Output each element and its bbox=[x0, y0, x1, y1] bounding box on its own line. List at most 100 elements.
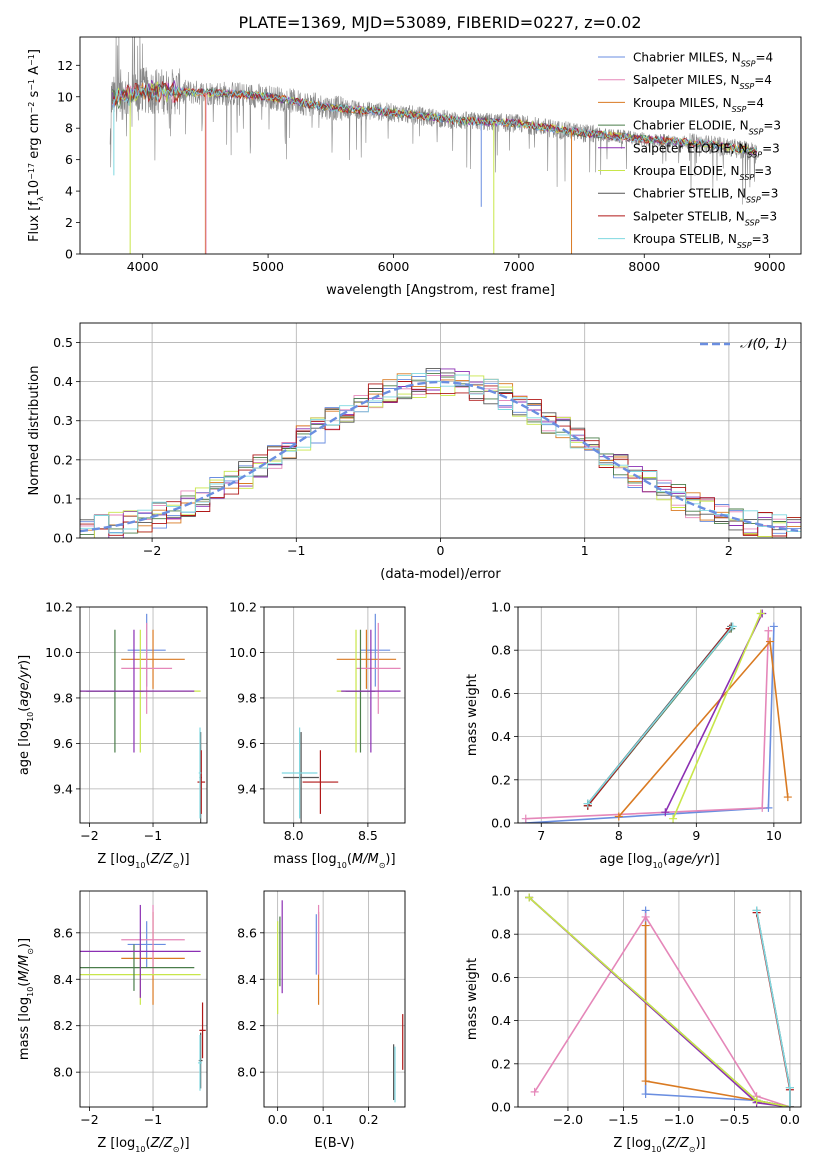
y-tick-label: 0.8 bbox=[491, 927, 511, 942]
x-tick-label: 9 bbox=[692, 828, 700, 843]
x-axis-label: E(B-V) bbox=[314, 1136, 354, 1151]
x-tick-label: 8 bbox=[615, 828, 623, 843]
weight-marker bbox=[785, 1103, 794, 1107]
y-tick-label: 8.2 bbox=[53, 1018, 73, 1033]
y-tick-label: 8.2 bbox=[237, 1018, 257, 1033]
x-tick-label: −0.5 bbox=[719, 1112, 749, 1127]
mass-weight-vs-metallicity-panel: −2.0 −1.5 −1.0 −0.5 0.0 0.0 0.2 0.4 0.6 0.8 1.0 Z [… bbox=[465, 884, 802, 1154]
weight-marker bbox=[752, 1096, 761, 1105]
weight-marker bbox=[641, 1077, 650, 1086]
y-tick-label: 9.6 bbox=[237, 736, 257, 751]
weight-marker bbox=[521, 814, 530, 823]
x-tick-label: 0.1 bbox=[313, 1112, 333, 1127]
axes-frame bbox=[79, 606, 208, 824]
y-axis-label: mass weight bbox=[465, 958, 480, 1040]
legend-label: Kroupa ELODIE, NSSP=3 bbox=[633, 164, 772, 182]
y-tick-label: 8.0 bbox=[53, 1065, 73, 1080]
legend-label: Chabrier MILES, NSSP=4 bbox=[633, 51, 773, 69]
x-tick-label: 9000 bbox=[754, 259, 786, 274]
weight-line-salpeter-miles bbox=[525, 630, 770, 820]
x-tick-label: 7 bbox=[537, 828, 545, 843]
weight-line-salpeter-stelib bbox=[755, 912, 791, 1107]
x-tick-label: −2 bbox=[80, 828, 98, 843]
y-tick-label: 0 bbox=[65, 247, 73, 262]
x-tick-label: 0 bbox=[437, 543, 445, 558]
weight-marker bbox=[758, 803, 767, 812]
weight-line-kroupa-stelib bbox=[587, 625, 734, 805]
y-tick-label: 0.2 bbox=[53, 452, 73, 467]
x-tick-label: 0.0 bbox=[780, 1112, 800, 1127]
y-axis-label: mass weight bbox=[465, 674, 480, 756]
plot-area bbox=[521, 609, 792, 823]
normal-distribution-curve bbox=[80, 380, 799, 533]
x-tick-label: 7000 bbox=[503, 259, 535, 274]
weight-marker bbox=[769, 622, 778, 631]
y-tick-label: 0.0 bbox=[53, 531, 73, 546]
plot-area bbox=[80, 368, 801, 538]
weight-marker bbox=[765, 637, 774, 646]
y-tick-label: 9.8 bbox=[53, 690, 73, 705]
y-tick-label: 0.6 bbox=[491, 686, 511, 701]
y-tick-label: 2 bbox=[65, 215, 73, 230]
plot-area bbox=[281, 613, 401, 823]
y-tick-label: 0.4 bbox=[491, 729, 511, 744]
x-axis-label: (data-model)/error bbox=[380, 567, 501, 582]
weight-marker bbox=[641, 912, 650, 921]
x-tick-label: 8.5 bbox=[358, 828, 378, 843]
weight-marker bbox=[583, 799, 592, 808]
spectrum-panel: 4000 5000 6000 7000 8000 9000 0 2 4 6 8 10 12 wavelen… bbox=[27, 36, 802, 298]
legend-label: Salpeter MILES, NSSP=4 bbox=[633, 73, 772, 91]
histogram-salpeter-stelib bbox=[80, 381, 801, 537]
weight-marker bbox=[764, 626, 773, 635]
legend-label: Chabrier STELIB, NSSP=3 bbox=[633, 187, 778, 205]
weight-marker bbox=[661, 808, 670, 817]
legend-label: Salpeter STELIB, NSSP=3 bbox=[633, 209, 777, 227]
axes-frame bbox=[517, 890, 802, 1108]
histogram-chabrier-stelib bbox=[80, 368, 801, 531]
x-tick-label: −2 bbox=[143, 543, 161, 558]
x-tick-label: 2 bbox=[725, 543, 733, 558]
y-tick-label: 8.0 bbox=[237, 1065, 257, 1080]
weight-line-kroupa-elodie bbox=[672, 613, 762, 820]
y-tick-label: 0.5 bbox=[53, 335, 73, 350]
weight-marker bbox=[728, 622, 737, 631]
plot-area bbox=[80, 904, 206, 1091]
weight-line-salpeter-miles bbox=[533, 915, 791, 1107]
weight-marker bbox=[614, 812, 623, 821]
y-axis-label: Flux [fλ10−17 erg cm−2 s−1 A−1] bbox=[27, 49, 45, 242]
y-tick-label: 0.0 bbox=[491, 1100, 511, 1115]
histogram-kroupa-stelib bbox=[80, 372, 801, 534]
axes-frame bbox=[263, 890, 406, 1108]
x-tick-label: 8000 bbox=[628, 259, 660, 274]
x-axis-label: age [log10(age/yr)] bbox=[599, 852, 719, 870]
y-tick-label: 10.2 bbox=[45, 600, 73, 615]
weight-line-chabrier-miles bbox=[525, 626, 775, 823]
x-tick-label: 10 bbox=[766, 828, 782, 843]
legend-label: Salpeter ELODIE, NSSP=3 bbox=[633, 141, 780, 159]
y-tick-label: 0.3 bbox=[53, 413, 73, 428]
x-tick-label: −1 bbox=[144, 828, 162, 843]
y-tick-label: 9.4 bbox=[53, 781, 73, 796]
weight-marker bbox=[641, 921, 650, 930]
x-axis-label: Z [log10(Z/Z⊙)] bbox=[97, 852, 189, 870]
plot-area bbox=[80, 613, 206, 823]
y-tick-label: 8 bbox=[65, 121, 73, 136]
x-tick-label: 1 bbox=[581, 543, 589, 558]
histogram-kroupa-elodie bbox=[80, 374, 801, 538]
x-tick-label: −2 bbox=[80, 1112, 98, 1127]
y-tick-label: 1.0 bbox=[491, 884, 511, 899]
y-tick-label: 0.1 bbox=[53, 491, 73, 506]
legend-label: Kroupa STELIB, NSSP=3 bbox=[633, 232, 769, 250]
weight-line-chabrier-miles bbox=[644, 910, 791, 1107]
x-tick-label: −2.0 bbox=[553, 1112, 583, 1127]
y-tick-label: 10 bbox=[57, 89, 73, 104]
x-axis-label: mass [log10(M/M⊙)] bbox=[273, 852, 395, 870]
x-tick-label: −1.0 bbox=[664, 1112, 694, 1127]
y-tick-label: 8.6 bbox=[53, 925, 73, 940]
model-curve-kroupa-elodie bbox=[112, 81, 757, 155]
y-tick-label: 0.8 bbox=[491, 643, 511, 658]
y-tick-label: 8.4 bbox=[237, 972, 257, 987]
age-vs-mass-panel: 8.0 8.5 9.4 9.6 9.8 10.0 10.2 mass [log10(M/M⊙)… bbox=[229, 600, 406, 870]
weight-marker bbox=[530, 1087, 539, 1096]
